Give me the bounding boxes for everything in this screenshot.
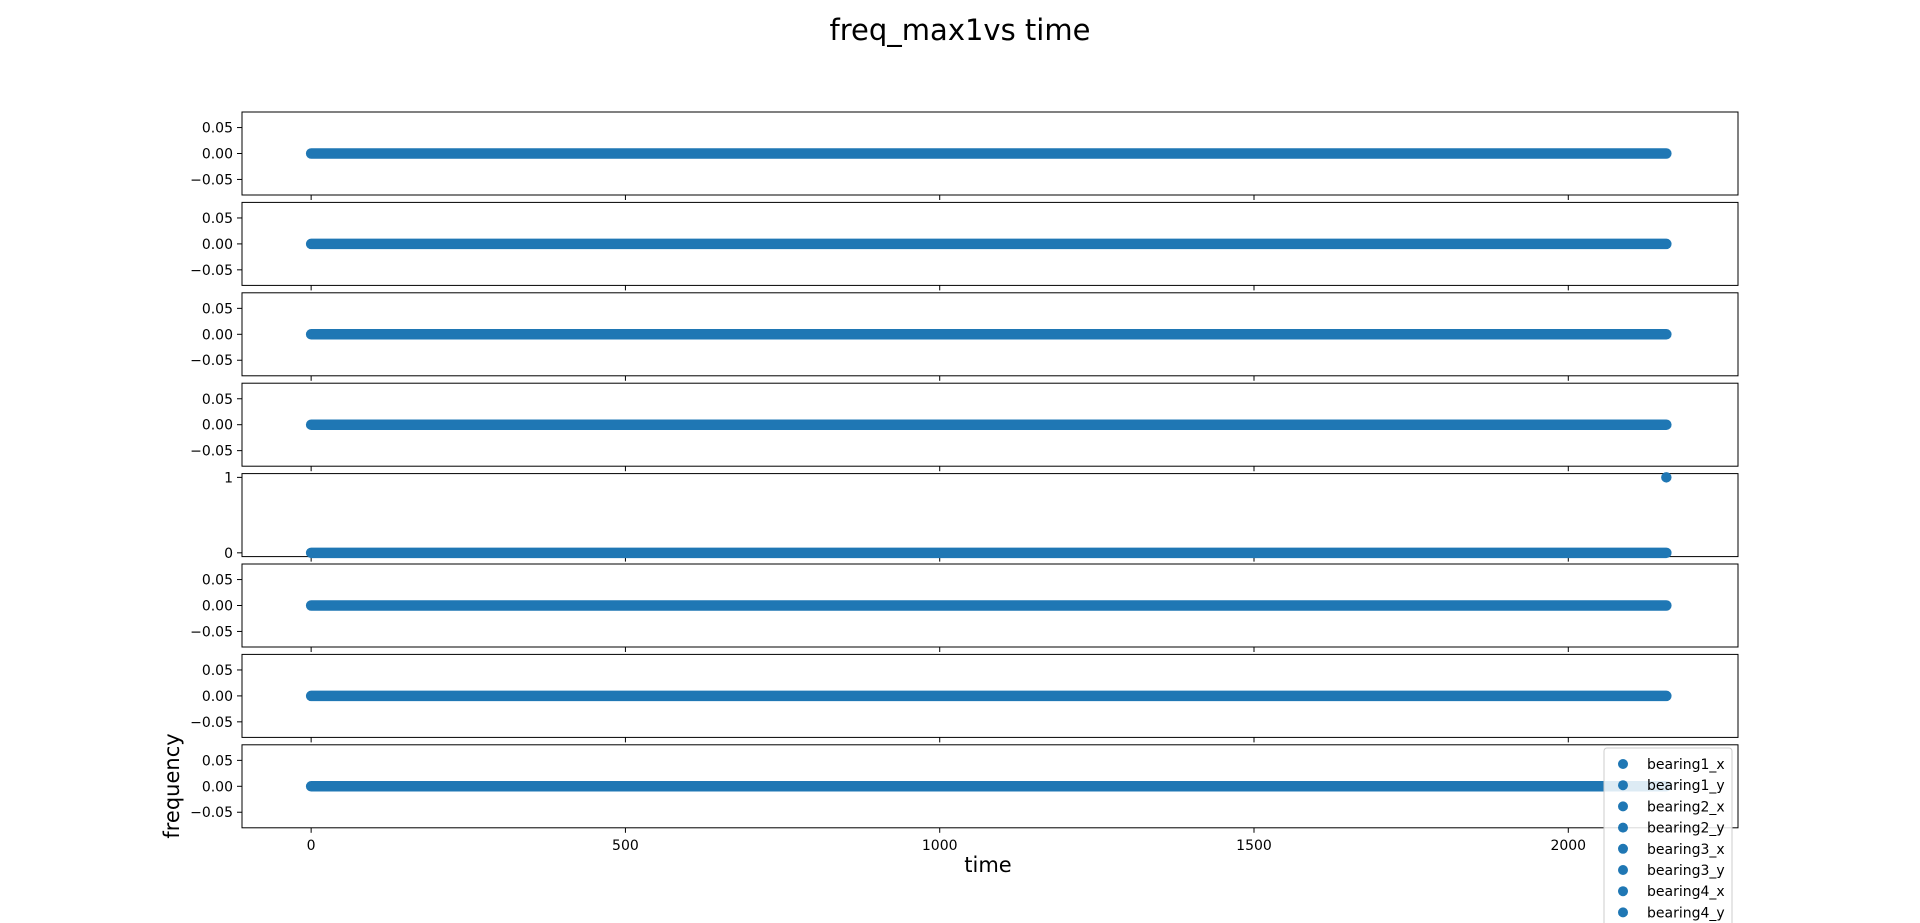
legend-label: bearing3_y: [1647, 863, 1725, 879]
legend-marker: [1618, 759, 1628, 769]
x-tick-label: 0: [307, 838, 316, 854]
x-tick-label: 1500: [1236, 838, 1272, 854]
subplot-3: 0.05 0.00 −0.05: [190, 292, 1739, 381]
x-tick-label: 500: [612, 838, 639, 854]
legend-marker: [1618, 865, 1628, 875]
legend-marker: [1618, 801, 1628, 812]
subplot-2: 0.05 0.00 −0.05: [190, 201, 1739, 291]
x-tick-label: 2000: [1550, 838, 1586, 854]
legend-item: bearing3_x: [1618, 842, 1725, 858]
legend-item: bearing4_y: [1618, 905, 1725, 921]
y-tick-label: 0.05: [202, 573, 233, 589]
scatter-point-outlier: [1661, 472, 1672, 483]
legend-label: bearing4_y: [1647, 905, 1725, 921]
legend-label: bearing2_y: [1647, 821, 1725, 837]
legend-label: bearing3_x: [1647, 842, 1725, 858]
subplots: 0.050.00−0.050.050.00−0.050.050.00−0.050…: [190, 111, 1739, 854]
subplot-5: 10: [224, 470, 1739, 562]
subplot-frame: [241, 473, 1739, 558]
legend: bearing1_x bearing1_y bearing2_x bearing2_y…: [1603, 747, 1733, 923]
y-tick-label: 0.00: [202, 418, 233, 434]
legend-label: bearing1_y: [1647, 778, 1725, 794]
y-tick-label: 0.00: [202, 599, 233, 615]
y-tick-label: 0.00: [202, 779, 233, 795]
y-tick-label: 0.05: [202, 392, 233, 408]
legend-label: bearing4_x: [1647, 884, 1725, 900]
y-tick-label: 0.00: [202, 689, 233, 705]
y-tick-label: 0.05: [202, 121, 233, 137]
y-tick-label: −0.05: [190, 172, 233, 188]
y-tick-label: −0.05: [190, 624, 233, 640]
y-tick-label: −0.05: [190, 444, 233, 460]
y-tick-label: 0.05: [202, 753, 233, 769]
y-tick-label: 0.00: [202, 327, 233, 343]
legend-marker: [1618, 843, 1628, 854]
y-tick-label: 0.00: [202, 237, 233, 253]
y-tick-label: −0.05: [190, 805, 233, 821]
y-tick-label: 1: [224, 470, 233, 486]
x-axis-label: time: [964, 853, 1011, 877]
legend-item: bearing2_x: [1618, 799, 1725, 815]
legend-item: bearing3_y: [1618, 863, 1725, 879]
legend-box: [1603, 747, 1733, 923]
y-tick-label: 0.05: [202, 301, 233, 317]
legend-marker: [1618, 780, 1628, 791]
y-tick-label: −0.05: [190, 263, 233, 279]
y-tick-label: 0.05: [202, 663, 233, 679]
subplot-6: 0.05 0.00 −0.05: [190, 563, 1739, 652]
legend-label: bearing1_x: [1647, 757, 1725, 773]
y-tick-label: 0.00: [202, 147, 233, 163]
legend-marker: [1618, 886, 1628, 897]
legend-item: bearing1_y: [1618, 778, 1725, 794]
subplot-7: 0.05 0.00 −0.05: [190, 653, 1739, 743]
subplot-4: 0.05 0.00 −0.05: [190, 382, 1739, 472]
legend-item: bearing4_x: [1618, 884, 1725, 900]
subplot-8: 0.05 0.00 −0.05 0 500 1000 1500 2000: [190, 744, 1739, 854]
chart-title: freq_max1vs time: [830, 13, 1091, 47]
y-tick-label: 0: [224, 546, 233, 562]
y-tick-label: −0.05: [190, 353, 233, 369]
legend-item: bearing2_y: [1618, 821, 1725, 837]
legend-marker: [1618, 822, 1628, 833]
subplot-1: 0.05 0.00 −0.05: [190, 111, 1739, 200]
x-tick-label: 1000: [922, 838, 958, 854]
legend-label: bearing2_x: [1647, 799, 1725, 815]
y-tick-label: −0.05: [190, 715, 233, 731]
y-tick-label: 0.05: [202, 211, 233, 227]
y-axis-label: frequency: [160, 733, 184, 838]
legend-marker: [1618, 907, 1628, 918]
legend-item: bearing1_x: [1618, 757, 1725, 773]
